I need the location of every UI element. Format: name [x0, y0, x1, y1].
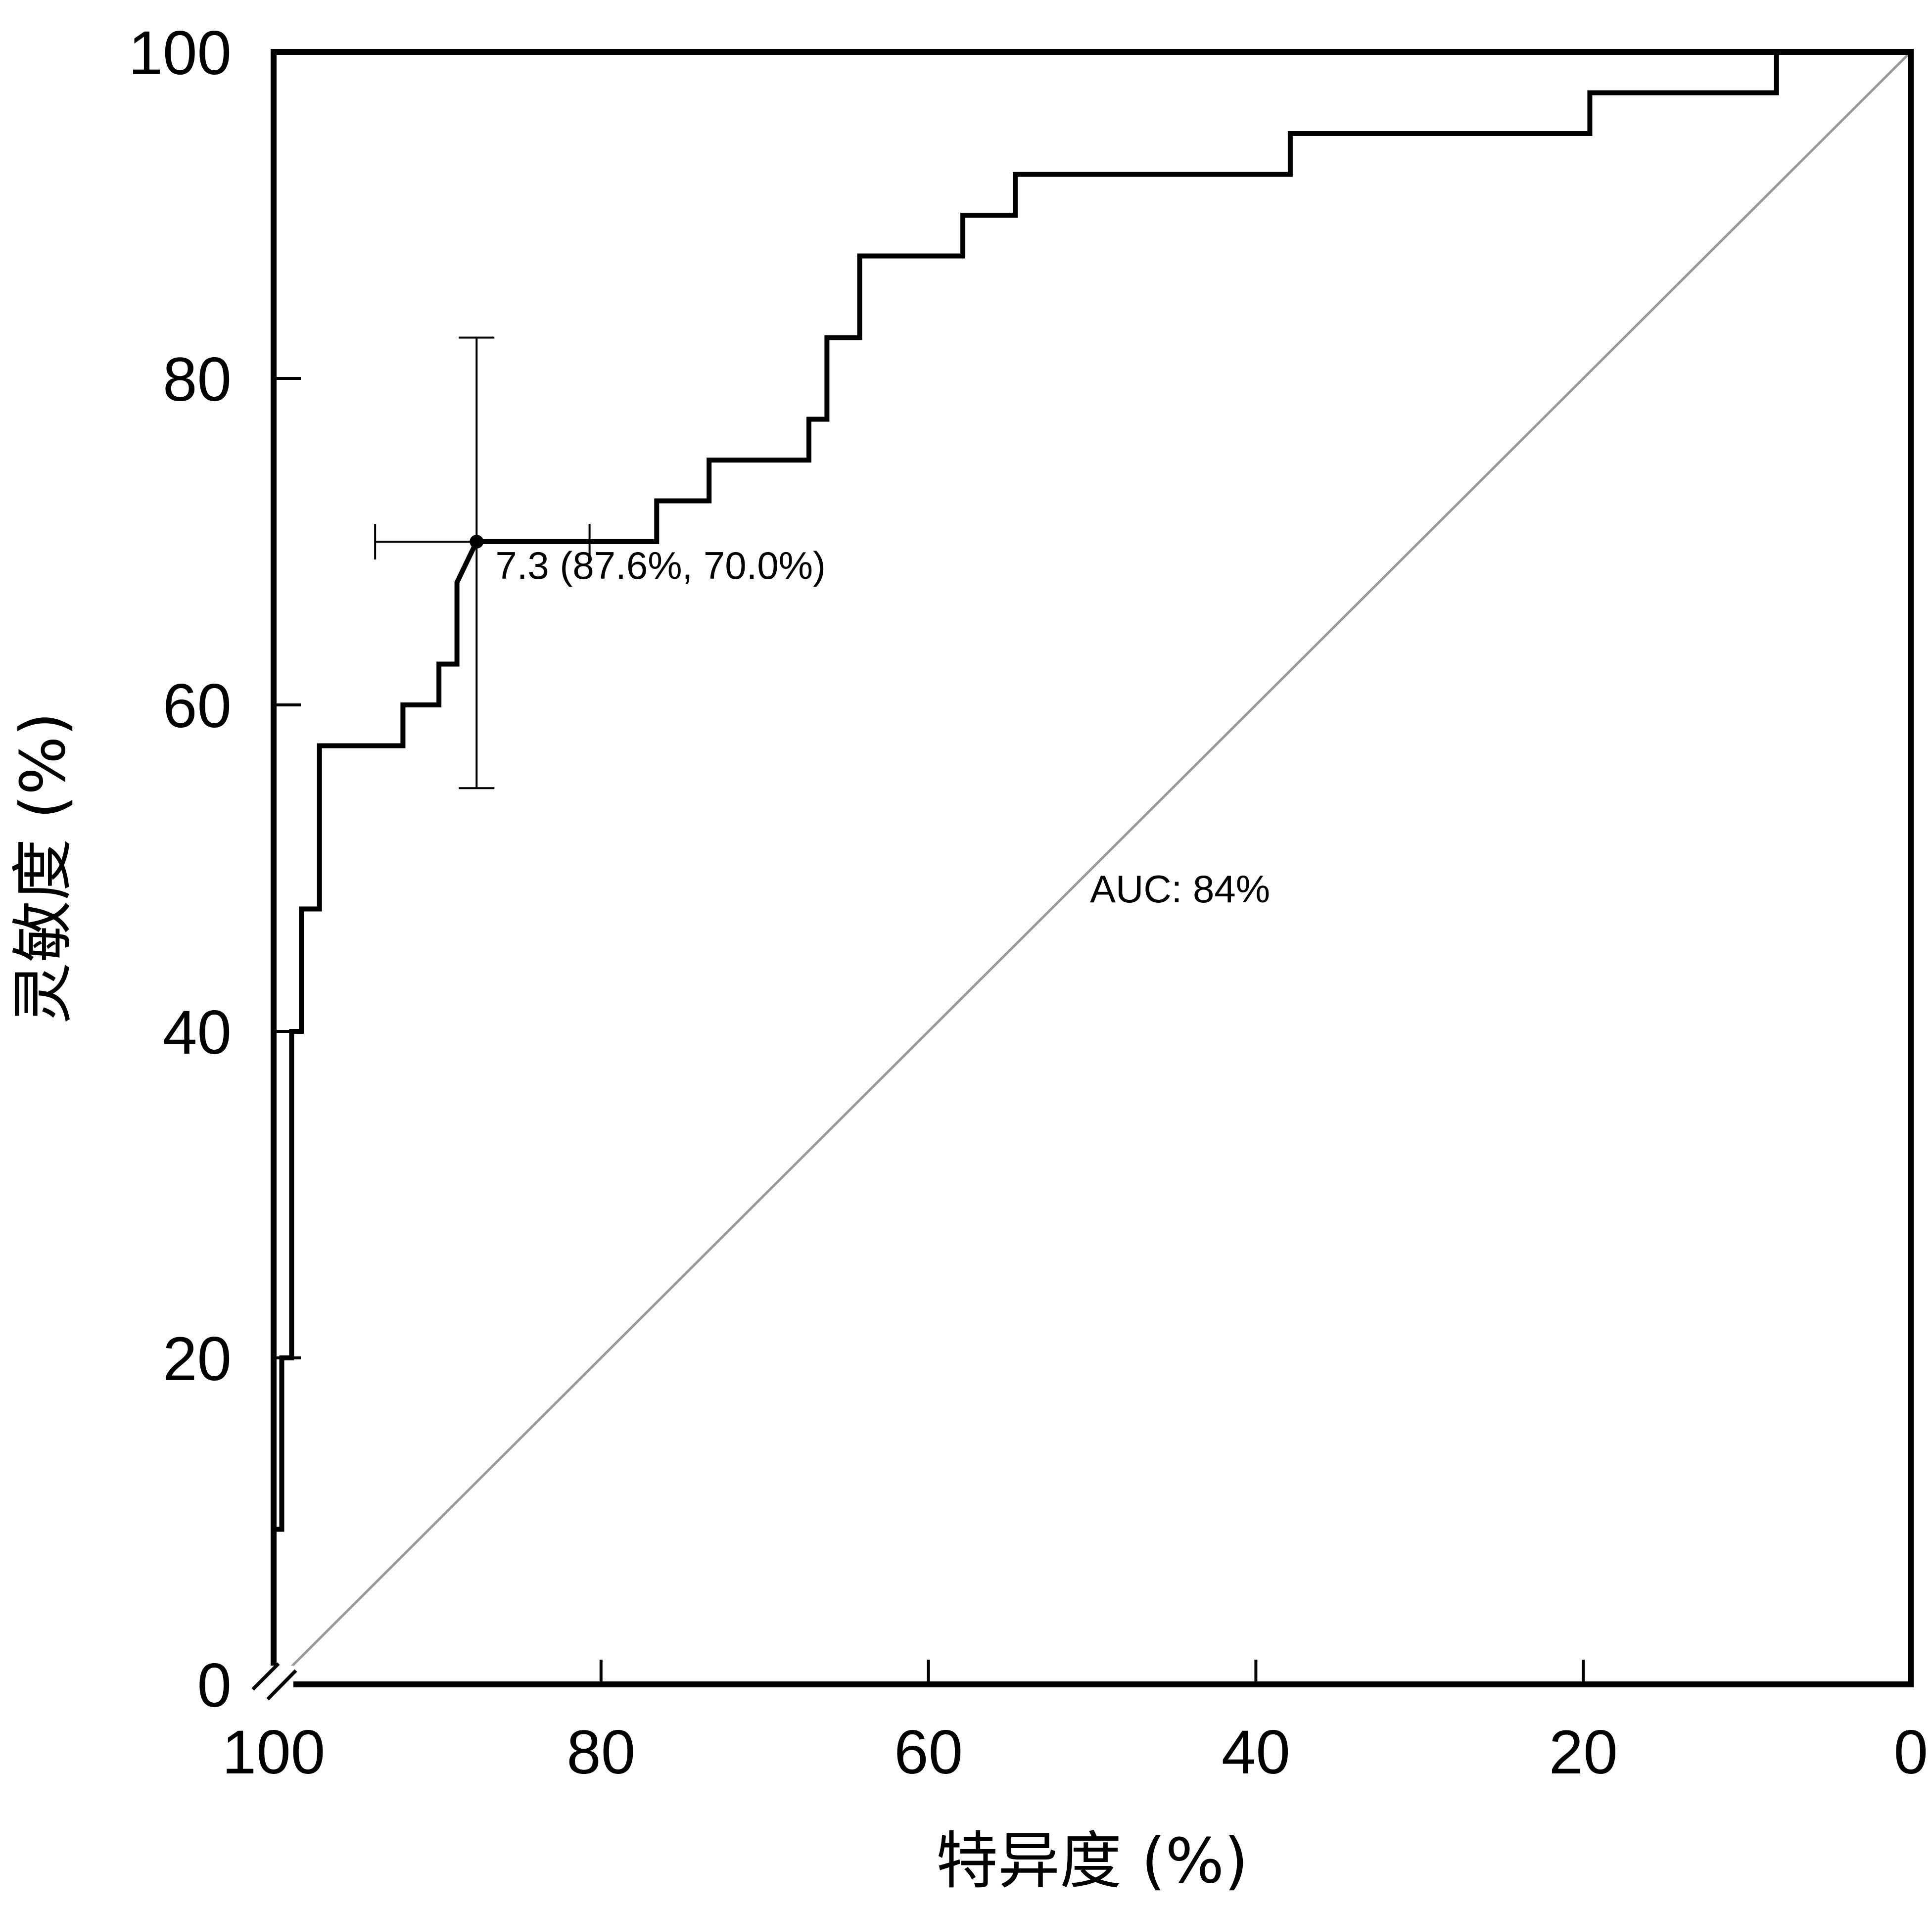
- confidence-interval-layer: [374, 336, 591, 790]
- y-axis-ticks: 0 20 40 60 80 100: [128, 19, 301, 1720]
- y-tick-label: 20: [163, 1325, 232, 1394]
- axis-break-marks: [251, 1662, 297, 1701]
- roc-curve-line: [274, 49, 1911, 1532]
- reference-line-layer: [273, 51, 1912, 1685]
- axis-break-slash-right: [266, 1669, 297, 1701]
- plot-frame: [271, 49, 1914, 1687]
- axis-break-slash-left: [251, 1662, 280, 1691]
- x-tick-label: 40: [1222, 1718, 1290, 1787]
- reference-diagonal-line: [273, 51, 1912, 1685]
- x-axis-ticks: 100 80 60 40 20 0: [222, 1660, 1928, 1787]
- y-tick-label: 60: [163, 672, 232, 741]
- x-tick-label: 0: [1893, 1718, 1928, 1787]
- optimal-point-marker: [470, 535, 484, 549]
- x-tick-label: 80: [566, 1718, 635, 1787]
- x-axis-title: 特异度 (%): [936, 1825, 1248, 1897]
- optimal-point-label: 7.3 (87.6%, 70.0%): [495, 544, 826, 587]
- y-tick-label: 100: [128, 19, 232, 88]
- y-tick-label: 40: [163, 998, 232, 1067]
- x-tick-label: 20: [1549, 1718, 1618, 1787]
- x-tick-label: 100: [222, 1718, 326, 1787]
- y-tick-label: 0: [197, 1651, 232, 1720]
- roc-curve-layer: [274, 49, 1911, 1532]
- auc-label: AUC: 84%: [1090, 867, 1270, 911]
- y-axis-title: 灵敏度 (%): [7, 712, 79, 1024]
- y-tick-label: 80: [163, 345, 232, 414]
- x-tick-label: 60: [894, 1718, 963, 1787]
